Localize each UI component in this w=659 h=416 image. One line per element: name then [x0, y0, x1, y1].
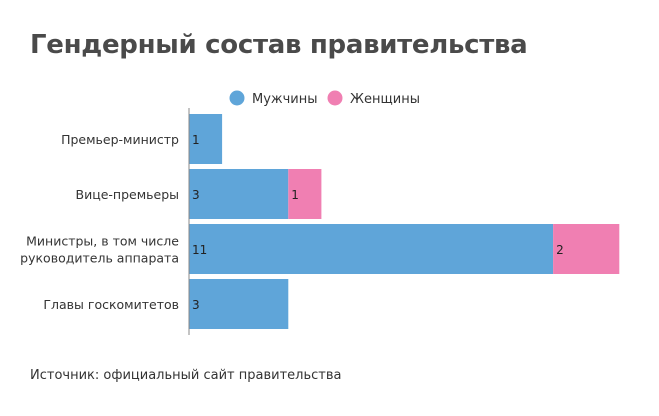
data-label-men-0: 1: [192, 133, 200, 147]
category-label-line: Главы госкомитетов: [43, 297, 179, 312]
legend-marker-women: [327, 90, 343, 106]
data-label-men-2: 11: [192, 243, 207, 257]
chart-title: Гендерный состав правительства: [30, 30, 528, 60]
data-label-women-1: 1: [291, 188, 299, 202]
legend-marker-men: [229, 90, 245, 106]
data-label-men-1: 3: [192, 188, 200, 202]
category-label-line: руководитель аппарата: [20, 251, 179, 266]
category-label-line: Министры, в том числе: [26, 234, 179, 249]
bar-men-1: [189, 169, 289, 219]
source-note: Источник: официальный сайт правительства: [30, 368, 342, 383]
bar-men-3: [189, 279, 289, 329]
category-label-line: Вице-премьеры: [76, 187, 180, 202]
legend-label-women: Женщины: [350, 92, 420, 107]
category-label-2: Министры, в том числе руководитель аппара…: [20, 234, 179, 266]
category-label-0: Премьер-министр: [61, 132, 179, 147]
category-label-line: Премьер-министр: [61, 132, 179, 147]
category-labels: Премьер-министр Вице-премьеры Министры, в …: [20, 132, 179, 312]
bar-women-1: [288, 169, 322, 219]
data-label-women-2: 2: [556, 243, 564, 257]
bar-men-0: [189, 114, 223, 164]
legend-label-men: Мужчины: [252, 92, 318, 107]
bars-group: 13 111 23: [189, 114, 620, 329]
bar-men-2: [189, 224, 554, 274]
category-label-3: Главы госкомитетов: [43, 297, 179, 312]
legend: Мужчины Женщины: [229, 90, 420, 107]
bar-women-2: [553, 224, 620, 274]
data-label-men-3: 3: [192, 298, 200, 312]
category-label-1: Вице-премьеры: [76, 187, 180, 202]
